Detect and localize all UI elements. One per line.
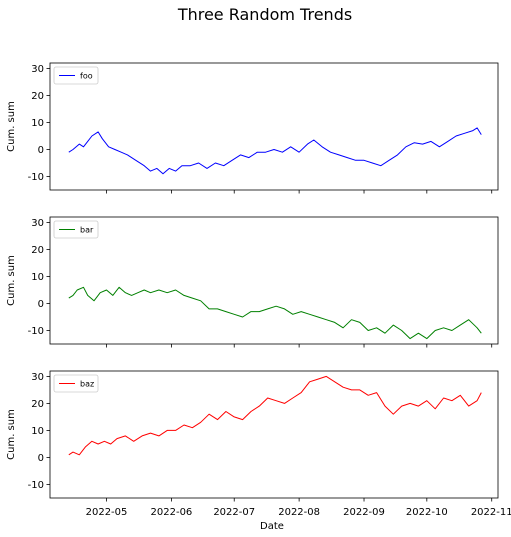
y-tick-label: 10 <box>31 426 44 437</box>
y-tick-label: -10 <box>28 172 44 183</box>
x-tick-label: 2022-09 <box>343 507 385 518</box>
legend: foo <box>53 66 99 85</box>
axes-frame <box>49 62 499 191</box>
figure-suptitle: Three Random Trends <box>177 5 352 24</box>
y-tick-label: 10 <box>31 118 44 129</box>
y-tick-label: -10 <box>28 480 44 491</box>
axes-frame <box>49 370 499 499</box>
y-tick-label: 30 <box>31 218 44 229</box>
x-tick-label: 2022-11 <box>471 507 511 518</box>
y-tick-label: 20 <box>31 245 44 256</box>
x-tick-label: 2022-08 <box>278 507 320 518</box>
legend: bar <box>53 220 99 239</box>
y-tick-label: -10 <box>28 326 44 337</box>
y-tick-label: 0 <box>38 145 44 156</box>
subplot-3: -10 0 10 20 30 2022-05 2022-06 2022-07 2022-08 20… <box>6 370 511 518</box>
x-axis-label: Date <box>260 521 284 532</box>
y-tick-label: 20 <box>31 91 44 102</box>
subplot-1: -10 0 10 20 30 Cum. sum foo <box>6 62 499 194</box>
legend-box <box>53 66 99 85</box>
subplot-2: -10 0 10 20 30 Cum. sum bar <box>6 216 499 348</box>
series-line-bar <box>68 286 482 340</box>
x-tick-label: 2022-07 <box>213 507 255 518</box>
y-tick-label: 0 <box>38 453 44 464</box>
y-tick-label: 30 <box>31 372 44 383</box>
legend-label-baz: baz <box>80 380 94 389</box>
y-axis-label: Cum. sum <box>6 255 17 306</box>
legend-label-foo: foo <box>80 72 93 81</box>
x-tick-label: 2022-06 <box>151 507 193 518</box>
x-tick-label: 2022-10 <box>406 507 448 518</box>
x-tick-label: 2022-05 <box>86 507 128 518</box>
y-axis-label: Cum. sum <box>6 409 17 460</box>
subplot-panels: -10 0 10 20 30 Cum. sum foo -10 0 10 20 30 Cum. sum b… <box>6 62 511 518</box>
y-axis-label: Cum. sum <box>6 101 17 152</box>
series-line-foo <box>68 127 482 175</box>
legend-label-bar: bar <box>80 226 94 235</box>
series-line-baz <box>68 375 482 456</box>
y-tick-label: 20 <box>31 399 44 410</box>
y-tick-label: 10 <box>31 272 44 283</box>
legend-box <box>53 374 99 393</box>
axes-frame <box>49 216 499 345</box>
y-tick-label: 0 <box>38 299 44 310</box>
y-tick-label: 30 <box>31 64 44 75</box>
legend-box <box>53 220 99 239</box>
legend: baz <box>53 374 99 393</box>
